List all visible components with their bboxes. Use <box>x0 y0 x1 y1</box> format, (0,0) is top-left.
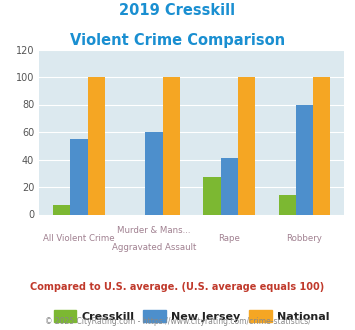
Bar <box>296 105 313 214</box>
Bar <box>53 205 70 215</box>
Bar <box>70 139 88 214</box>
Text: 2019 Cresskill: 2019 Cresskill <box>119 3 236 18</box>
Text: All Violent Crime: All Violent Crime <box>43 234 115 243</box>
Bar <box>88 77 105 214</box>
Text: Violent Crime Comparison: Violent Crime Comparison <box>70 33 285 48</box>
Text: Aggravated Assault: Aggravated Assault <box>112 243 196 251</box>
Text: Rape: Rape <box>218 234 240 243</box>
Bar <box>203 178 221 214</box>
Bar <box>279 195 296 214</box>
Bar <box>146 132 163 214</box>
Text: Compared to U.S. average. (U.S. average equals 100): Compared to U.S. average. (U.S. average … <box>31 282 324 292</box>
Text: Murder & Mans...: Murder & Mans... <box>118 226 191 235</box>
Text: Robbery: Robbery <box>286 234 322 243</box>
Legend: Cresskill, New Jersey, National: Cresskill, New Jersey, National <box>49 306 334 326</box>
Bar <box>163 77 180 214</box>
Bar <box>221 158 238 214</box>
Text: © 2025 CityRating.com - https://www.cityrating.com/crime-statistics/: © 2025 CityRating.com - https://www.city… <box>45 317 310 326</box>
Bar <box>313 77 331 214</box>
Bar <box>238 77 255 214</box>
